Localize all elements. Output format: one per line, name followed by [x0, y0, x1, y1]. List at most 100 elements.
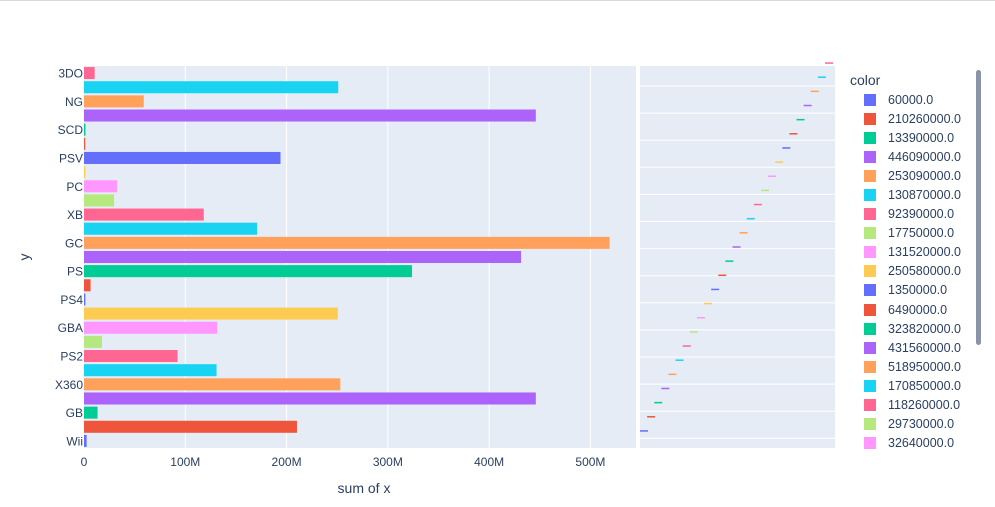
bar [84, 293, 86, 306]
legend-swatch [864, 379, 876, 392]
y-tick-label: GBA [58, 321, 83, 335]
legend-item[interactable]: 210260000.0 [850, 109, 975, 128]
legend-item[interactable]: 253090000.0 [850, 166, 975, 185]
y-tick-label: XB [67, 208, 83, 222]
bar [84, 378, 341, 391]
legend-swatch [864, 399, 876, 412]
legend-label: 118260000.0 [888, 398, 961, 413]
x-tick-label: 200M [272, 455, 302, 469]
legend-swatch [864, 284, 876, 297]
legend-item[interactable]: 1350000.0 [850, 281, 975, 300]
legend-swatch [864, 112, 876, 125]
legend-item[interactable]: 13390000.0 [850, 128, 975, 147]
y-tick-label: PSV [59, 151, 83, 165]
legend-item[interactable]: 170850000.0 [850, 376, 975, 395]
y-tick-label: PS [67, 265, 83, 279]
bar [84, 250, 522, 264]
legend-swatch [864, 341, 876, 354]
bar [84, 208, 204, 221]
x-tick-label: 300M [373, 455, 403, 469]
x-axis-title: sum of x [338, 480, 391, 496]
legend-swatch [864, 93, 876, 106]
bar [84, 180, 118, 193]
legend-item[interactable]: 60000.0 [850, 90, 975, 109]
legend-item[interactable]: 250580000.0 [850, 262, 975, 281]
y-tick-label: Wii [66, 434, 83, 448]
legend-item[interactable]: 6490000.0 [850, 300, 975, 319]
legend-item[interactable]: 323820000.0 [850, 319, 975, 338]
legend-label: 131520000.0 [888, 245, 961, 260]
legend-label: 32640000.0 [888, 436, 955, 451]
legend-title: color [850, 72, 881, 88]
legend-swatch [864, 265, 876, 278]
bar [84, 137, 86, 150]
bar [84, 434, 87, 447]
legend-label: 130870000.0 [888, 188, 961, 203]
legend-swatch [864, 437, 876, 450]
legend-swatch [864, 227, 876, 240]
y-tick-label: PS4 [60, 293, 83, 307]
bar [84, 420, 297, 433]
bar [84, 166, 86, 179]
legend-label: 29730000.0 [888, 417, 955, 432]
legend-label: 431560000.0 [888, 340, 961, 355]
legend-label: 1350000.0 [888, 283, 948, 298]
legend-label: 60000.0 [888, 92, 934, 107]
bar [84, 265, 412, 278]
legend-item[interactable]: 118260000.0 [850, 396, 975, 415]
bar [84, 406, 98, 419]
legend-label: 17750000.0 [888, 226, 955, 241]
x-tick-label: 500M [575, 455, 605, 469]
bar [84, 307, 338, 320]
legend-swatch [864, 169, 876, 182]
bar [84, 392, 536, 405]
y-axis-title: y [16, 254, 32, 261]
legend-items: 60000.0 210260000.0 13390000.0 446090000.0 2… [850, 90, 975, 453]
bar [84, 321, 218, 334]
panel-divider [636, 66, 640, 448]
bar [84, 222, 258, 235]
y-tick-label: SCD [58, 123, 84, 137]
legend-item[interactable]: 32640000.0 [850, 434, 975, 453]
legend-item[interactable]: 29730000.0 [850, 415, 975, 434]
legend-item[interactable]: 446090000.0 [850, 147, 975, 166]
bar [84, 236, 610, 249]
legend-swatch [864, 208, 876, 221]
legend-label: 250580000.0 [888, 264, 961, 279]
bar [84, 350, 178, 363]
legend: color 60000.0 210260000.0 13390000.0 446090… [850, 70, 975, 453]
legend-label: 518950000.0 [888, 359, 961, 374]
bar [84, 194, 115, 207]
legend-swatch [864, 131, 876, 144]
y-tick-label: PS2 [60, 350, 83, 364]
bar [84, 151, 281, 164]
bar [84, 123, 86, 136]
legend-swatch [864, 322, 876, 335]
bar [84, 335, 102, 348]
legend-item[interactable]: 131520000.0 [850, 243, 975, 262]
y-tick-label: PC [66, 180, 83, 194]
legend-item[interactable]: 130870000.0 [850, 185, 975, 204]
legend-scrollbar[interactable] [976, 70, 981, 345]
y-tick-label: 3DO [58, 67, 83, 81]
legend-item[interactable]: 431560000.0 [850, 338, 975, 357]
legend-label: 446090000.0 [888, 149, 961, 164]
bar [84, 279, 91, 292]
legend-item[interactable]: 518950000.0 [850, 357, 975, 376]
legend-item[interactable]: 92390000.0 [850, 205, 975, 224]
y-tick-label: NG [65, 95, 83, 109]
bar [84, 109, 536, 122]
legend-label: 210260000.0 [888, 111, 961, 126]
legend-item[interactable]: 17750000.0 [850, 224, 975, 243]
legend-swatch [864, 303, 876, 316]
legend-swatch [864, 246, 876, 259]
x-tick-label: 100M [170, 455, 200, 469]
legend-swatch [864, 150, 876, 163]
minimap-background [640, 66, 835, 448]
legend-label: 13390000.0 [888, 130, 955, 145]
legend-label: 323820000.0 [888, 321, 961, 336]
bar [84, 81, 339, 94]
legend-label: 170850000.0 [888, 378, 961, 393]
legend-label: 92390000.0 [888, 207, 955, 222]
